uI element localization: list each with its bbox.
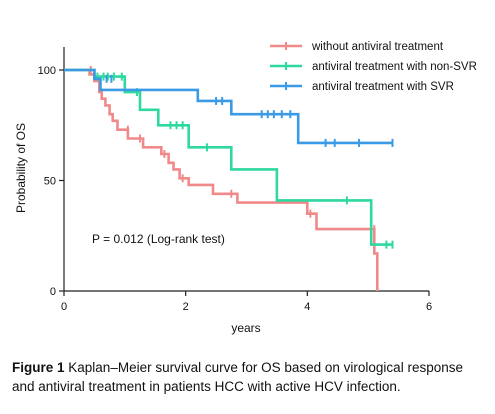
- legend: without antiviral treatment antiviral tre…: [270, 41, 477, 93]
- km-chart: 0 50 100 0 2 4 6 without antiviral treatment an…: [14, 41, 477, 335]
- legend-label: antiviral treatment with SVR: [312, 81, 454, 93]
- figure-caption: Figure 1 Kaplan–Meier survival curve for…: [12, 358, 488, 396]
- x-tick-label: 0: [61, 301, 67, 313]
- y-tick-label: 0: [50, 286, 56, 298]
- series-layer: [64, 66, 394, 291]
- p-value-annotation: P = 0.012 (Log-rank test): [92, 232, 225, 246]
- legend-item: without antiviral treatment: [270, 41, 444, 53]
- legend-label: antiviral treatment with non-SVR: [312, 61, 477, 73]
- series-line: [64, 68, 379, 291]
- series-1: [64, 66, 379, 291]
- y-tick-label: 50: [44, 176, 56, 188]
- legend-item: antiviral treatment with SVR: [270, 81, 454, 93]
- y-axis-label: Probability of OS: [14, 123, 28, 213]
- x-tick-label: 6: [426, 301, 432, 313]
- axes: 0 50 100 0 2 4 6: [38, 47, 432, 313]
- legend-label: without antiviral treatment: [311, 41, 444, 53]
- x-tick-label: 2: [183, 301, 189, 313]
- x-tick-label: 4: [304, 301, 310, 313]
- series-3: [64, 68, 394, 147]
- y-tick-label: 100: [38, 65, 56, 77]
- caption-label: Figure 1: [12, 360, 65, 375]
- legend-item: antiviral treatment with non-SVR: [270, 61, 477, 73]
- series-2: [64, 68, 394, 249]
- series-line: [64, 68, 393, 145]
- caption-text: Kaplan–Meier survival curve for OS based…: [12, 360, 463, 394]
- series-line: [64, 68, 393, 246]
- x-axis-label: years: [231, 321, 260, 335]
